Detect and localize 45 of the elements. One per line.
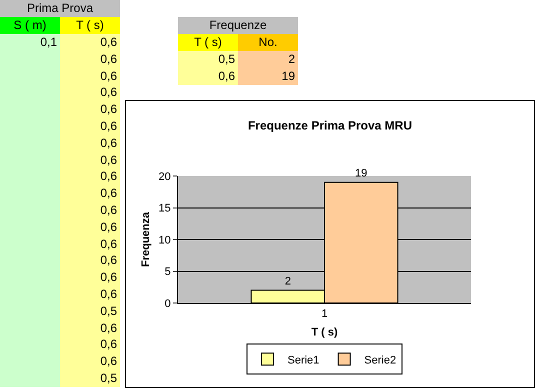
text: 0,6 [100, 270, 117, 284]
text: 0,6 [100, 220, 117, 234]
data-label: 2 [284, 275, 291, 288]
text: 0,6 [100, 152, 117, 167]
text: Prima Prova [0, 0, 120, 17]
text: 0,6 [100, 85, 117, 100]
text: 0,5 [100, 304, 117, 318]
text: 0,6 [100, 203, 117, 217]
text: 2 [288, 52, 295, 66]
y-tick-label: 20 [158, 170, 171, 183]
text: 0,5 [100, 371, 117, 385]
y-axis-title: Frequenza [140, 211, 152, 268]
text: 0,6 [218, 69, 235, 83]
legend-label: Serie2 [364, 354, 396, 366]
category-label: T ( s) [60, 17, 120, 34]
chart-title: Frequenze Prima Prova MRU [248, 118, 412, 132]
y-tick-label: 5 [164, 266, 171, 278]
text: 0,6 [100, 354, 117, 368]
text: 0,1 [40, 35, 57, 49]
text: 0,6 [100, 136, 117, 150]
y-tick-label: 10 [158, 234, 171, 246]
text: 0,6 [100, 287, 117, 301]
data-label: 19 [355, 167, 368, 180]
text: 0,5 [218, 52, 235, 66]
text: 0,6 [100, 68, 117, 83]
text: 19 [282, 69, 295, 83]
text: Frequenze [178, 17, 298, 34]
text: 0,6 [100, 186, 117, 200]
category-label: S ( m) [0, 17, 60, 34]
text: 0,6 [100, 337, 117, 352]
text: 0,6 [100, 119, 117, 133]
y-tick-label: 0 [164, 298, 171, 310]
y-tick-label: 15 [158, 202, 171, 215]
text: 0,6 [100, 102, 117, 116]
text: 0,6 [100, 236, 117, 251]
x-axis-title: T ( s) [311, 326, 338, 338]
text: 0,6 [100, 320, 117, 335]
category-label: T ( s) [178, 34, 238, 51]
legend-label: Serie1 [288, 354, 320, 366]
x-tick-label: 1 [321, 308, 328, 320]
text: 0,6 [100, 52, 117, 66]
text: 0,6 [100, 35, 117, 49]
text: 0,6 [100, 169, 117, 184]
category-label: No. [238, 34, 298, 51]
text: 0,6 [100, 253, 117, 268]
